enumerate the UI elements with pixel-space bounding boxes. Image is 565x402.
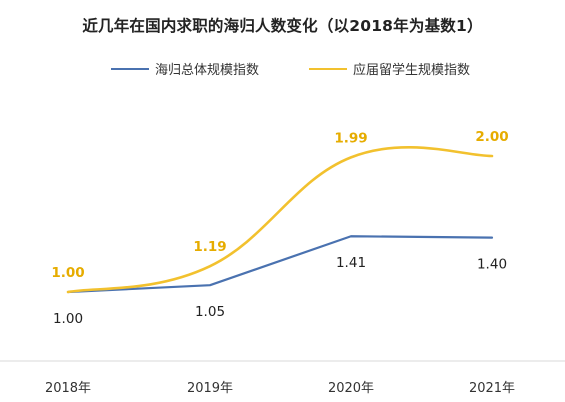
x-tick-label: 2021年 bbox=[469, 381, 515, 396]
legend: 海归总体规模指数 应届留学生规模指数 bbox=[0, 59, 565, 79]
legend-label-series-1: 海归总体规模指数 bbox=[155, 63, 260, 78]
data-label-series-1: 1.41 bbox=[336, 255, 366, 271]
data-label-series-1: 1.00 bbox=[53, 311, 83, 327]
data-label-series-2: 1.00 bbox=[51, 265, 84, 281]
x-tick-label: 2020年 bbox=[328, 381, 374, 396]
legend-label-series-2: 应届留学生规模指数 bbox=[353, 63, 471, 78]
data-label-series-2: 1.99 bbox=[334, 130, 367, 146]
x-tick-label: 2018年 bbox=[45, 381, 91, 396]
series-line-2 bbox=[66, 146, 494, 294]
series-line-1 bbox=[66, 235, 494, 294]
legend-item-series-1: 海归总体规模指数 bbox=[111, 59, 259, 78]
data-label-series-1: 1.40 bbox=[477, 257, 507, 273]
x-tick-label: 2019年 bbox=[187, 381, 233, 396]
legend-item-series-2: 应届留学生规模指数 bbox=[309, 59, 470, 78]
legend-swatch-series-2 bbox=[309, 67, 347, 70]
data-label-series-2: 1.19 bbox=[193, 239, 226, 255]
legend-swatch-series-1 bbox=[111, 67, 149, 70]
chart-title: 近几年在国内求职的海归人数变化（以2018年为基数1） bbox=[82, 17, 483, 35]
data-label-series-2: 2.00 bbox=[475, 129, 508, 145]
data-label-series-1: 1.05 bbox=[195, 304, 225, 320]
